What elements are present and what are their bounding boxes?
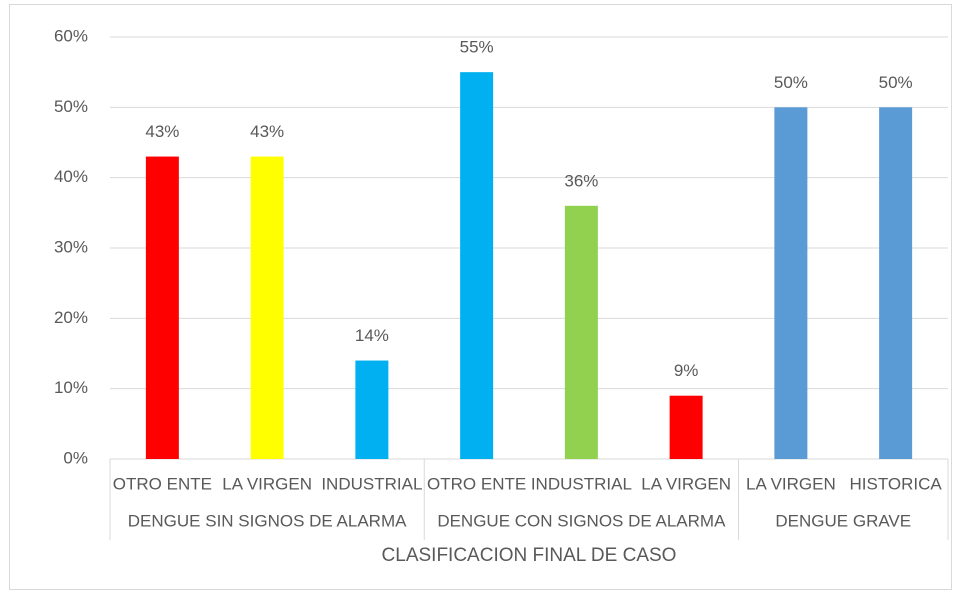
x-tick-label: INDUSTRIAL xyxy=(531,474,632,493)
x-tick-label: LA VIRGEN xyxy=(641,474,731,493)
x-tick-label: LA VIRGEN xyxy=(222,474,312,493)
y-tick-label: 30% xyxy=(54,237,88,256)
data-label: 55% xyxy=(460,38,494,57)
bar xyxy=(564,205,598,459)
y-tick-label: 60% xyxy=(54,26,88,45)
x-tick-label: OTRO ENTE xyxy=(427,474,526,493)
group-label: DENGUE SIN SIGNOS DE ALARMA xyxy=(128,511,407,530)
bar xyxy=(669,395,703,459)
data-label: 43% xyxy=(250,122,284,141)
bar xyxy=(355,360,389,459)
data-label: 9% xyxy=(674,361,699,380)
y-tick-label: 20% xyxy=(54,308,88,327)
y-tick-label: 0% xyxy=(63,448,88,467)
x-tick-label: LA VIRGEN xyxy=(746,474,836,493)
bar xyxy=(460,72,494,460)
x-tick-label: HISTORICA xyxy=(849,474,942,493)
x-tick-label: INDUSTRIAL xyxy=(321,474,422,493)
bar xyxy=(879,107,913,459)
y-tick-label: 10% xyxy=(54,378,88,397)
bar xyxy=(774,107,808,459)
bar xyxy=(145,156,179,460)
data-label: 14% xyxy=(355,326,389,345)
group-label: DENGUE GRAVE xyxy=(775,511,911,530)
y-tick-label: 50% xyxy=(54,97,88,116)
x-tick-label: OTRO ENTE xyxy=(113,474,212,493)
data-label: 43% xyxy=(145,122,179,141)
x-axis-title: CLASIFICACION FINAL DE CASO xyxy=(382,545,677,566)
y-tick-label: 40% xyxy=(54,167,88,186)
group-label: DENGUE CON SIGNOS DE ALARMA xyxy=(437,511,726,530)
data-label: 50% xyxy=(879,73,913,92)
data-label: 36% xyxy=(564,171,598,190)
bar xyxy=(250,156,284,460)
data-label: 50% xyxy=(774,73,808,92)
